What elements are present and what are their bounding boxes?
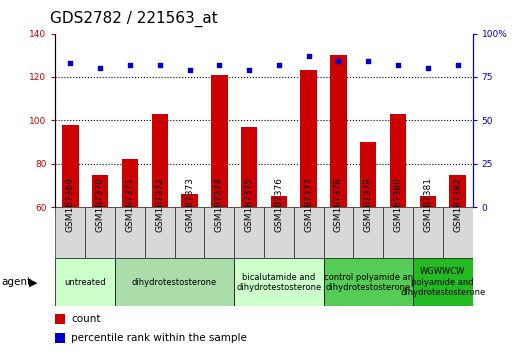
- Point: [394, 62, 402, 68]
- Text: agent: agent: [1, 277, 31, 287]
- Bar: [85, 207, 115, 258]
- Bar: [271, 196, 287, 337]
- Text: GSM187381: GSM187381: [423, 177, 432, 232]
- Text: GSM187380: GSM187380: [393, 177, 402, 232]
- Text: dihydrotestosterone: dihydrotestosterone: [132, 278, 217, 287]
- Point: [423, 65, 432, 71]
- Bar: [92, 175, 108, 337]
- Text: GSM187371: GSM187371: [126, 177, 135, 232]
- Text: GSM187369: GSM187369: [66, 177, 75, 232]
- Bar: [55, 258, 115, 306]
- Point: [245, 67, 253, 73]
- Bar: [241, 127, 257, 337]
- Bar: [413, 207, 443, 258]
- Bar: [264, 207, 294, 258]
- Point: [155, 62, 164, 68]
- Point: [66, 60, 74, 66]
- Bar: [390, 114, 406, 337]
- Bar: [420, 196, 436, 337]
- Bar: [152, 114, 168, 337]
- Bar: [204, 207, 234, 258]
- Text: count: count: [71, 314, 101, 324]
- Text: percentile rank within the sample: percentile rank within the sample: [71, 333, 247, 343]
- Text: ▶: ▶: [29, 277, 37, 287]
- Text: control polyamide an
dihydrotestosterone: control polyamide an dihydrotestosterone: [324, 273, 413, 292]
- Point: [96, 65, 105, 71]
- Bar: [122, 159, 138, 337]
- Bar: [413, 258, 473, 306]
- Text: GSM187374: GSM187374: [215, 177, 224, 232]
- Bar: [443, 207, 473, 258]
- Text: GSM187378: GSM187378: [334, 177, 343, 232]
- Bar: [115, 207, 145, 258]
- Text: GSM187373: GSM187373: [185, 177, 194, 232]
- Bar: [331, 55, 347, 337]
- Bar: [449, 175, 466, 337]
- Point: [185, 67, 194, 73]
- Text: GDS2782 / 221563_at: GDS2782 / 221563_at: [50, 11, 218, 27]
- Point: [305, 53, 313, 59]
- Bar: [360, 142, 376, 337]
- Text: GSM187376: GSM187376: [275, 177, 284, 232]
- Text: GSM187377: GSM187377: [304, 177, 313, 232]
- Point: [364, 58, 373, 64]
- Bar: [234, 207, 264, 258]
- Point: [334, 58, 343, 64]
- Bar: [324, 258, 413, 306]
- Bar: [211, 75, 228, 337]
- Point: [126, 62, 134, 68]
- Text: GSM187370: GSM187370: [96, 177, 105, 232]
- Bar: [294, 207, 324, 258]
- Text: GSM187379: GSM187379: [364, 177, 373, 232]
- Point: [215, 62, 223, 68]
- Point: [454, 62, 462, 68]
- Bar: [55, 207, 85, 258]
- Bar: [383, 207, 413, 258]
- Bar: [300, 70, 317, 337]
- Text: untreated: untreated: [64, 278, 106, 287]
- Bar: [62, 125, 79, 337]
- Text: GSM187375: GSM187375: [244, 177, 253, 232]
- Bar: [181, 194, 197, 337]
- Bar: [175, 207, 204, 258]
- Text: WGWWCW
polyamide and
dihydrotestosterone: WGWWCW polyamide and dihydrotestosterone: [400, 267, 485, 297]
- Bar: [115, 258, 234, 306]
- Bar: [324, 207, 353, 258]
- Text: GSM187382: GSM187382: [453, 177, 462, 232]
- Text: bicalutamide and
dihydrotestosterone: bicalutamide and dihydrotestosterone: [236, 273, 322, 292]
- Text: GSM187372: GSM187372: [155, 177, 164, 232]
- Bar: [353, 207, 383, 258]
- Bar: [145, 207, 175, 258]
- Bar: [234, 258, 324, 306]
- Point: [275, 62, 283, 68]
